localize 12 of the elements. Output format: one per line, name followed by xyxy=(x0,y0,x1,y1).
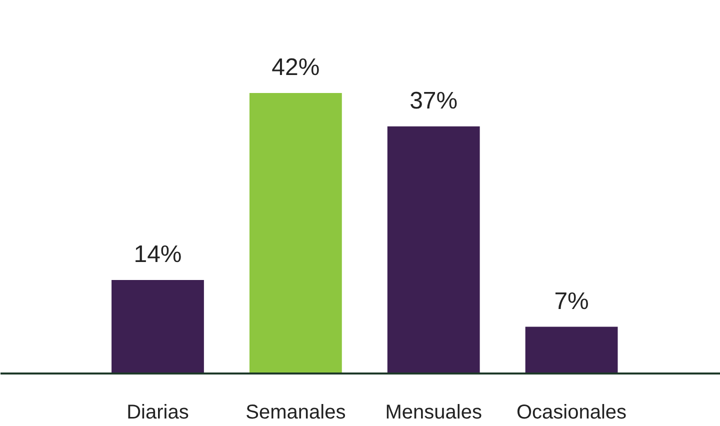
bar xyxy=(112,280,204,374)
bar xyxy=(249,93,342,374)
x-tick-label: Semanales xyxy=(246,402,346,424)
data-label: 42% xyxy=(272,54,320,82)
x-tick-label: Diarias xyxy=(126,402,189,424)
data-label: 14% xyxy=(134,241,182,268)
data-label: 7% xyxy=(554,288,589,315)
x-tick-label: Ocasionales xyxy=(516,402,627,424)
bar xyxy=(387,126,480,374)
x-tick-label: Mensuales xyxy=(385,402,482,424)
data-label: 37% xyxy=(410,87,458,114)
bar xyxy=(525,326,618,374)
